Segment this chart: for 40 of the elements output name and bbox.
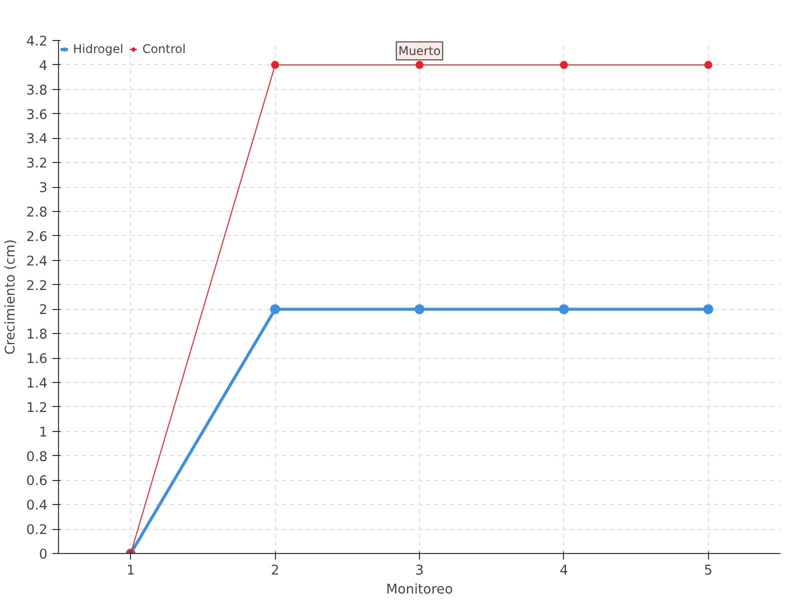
y-tick-label: 3.2 — [26, 156, 48, 172]
y-tick-label: 3 — [39, 181, 48, 196]
y-axis-title: Crecimiento (cm) — [3, 239, 18, 355]
y-tick-label: 4 — [39, 58, 48, 74]
y-tick-label: 2.6 — [26, 230, 48, 245]
y-tick-label: 2.2 — [26, 278, 48, 294]
point — [416, 60, 424, 69]
y-tick-label: 1.4 — [26, 376, 48, 392]
point — [703, 304, 714, 314]
point — [270, 304, 280, 314]
y-tick-label: 3.4 — [26, 132, 48, 148]
point — [271, 60, 280, 69]
legend-label: Control — [142, 42, 186, 56]
y-tick-label: 1 — [39, 425, 48, 440]
y-tick-label: 2.4 — [26, 254, 48, 270]
y-tick-label: 1.8 — [26, 328, 48, 343]
y-tick-label: 0.2 — [26, 523, 48, 538]
y-tick-label: 4.2 — [26, 34, 48, 50]
x-tick-label: 5 — [704, 564, 713, 578]
y-tick-label: 3.8 — [26, 83, 48, 98]
y-tick-label: 0.4 — [26, 498, 48, 514]
y-tick-label: 2 — [39, 303, 48, 318]
x-axis-title: Monitoreo — [386, 582, 453, 598]
y-tick-label: 2.8 — [26, 206, 48, 220]
point — [560, 60, 568, 69]
y-tick-label: 0.8 — [26, 450, 48, 465]
annotation: Muerto — [398, 44, 441, 58]
legend-label: Hidrogel — [73, 42, 124, 56]
y-tick-label: 0 — [39, 548, 48, 562]
x-tick-label: 4 — [560, 564, 568, 578]
y-tick-label: 1.6 — [26, 352, 48, 368]
y-tick-label: 3.6 — [26, 108, 48, 123]
y-tick-label: 0.6 — [26, 474, 48, 490]
y-tick-label: 1.2 — [26, 400, 48, 416]
point — [558, 304, 569, 314]
point — [704, 60, 712, 69]
x-tick-label: 3 — [415, 564, 424, 578]
x-tick-label: 1 — [126, 564, 135, 578]
x-tick-label: 2 — [270, 564, 280, 578]
point — [414, 304, 424, 314]
